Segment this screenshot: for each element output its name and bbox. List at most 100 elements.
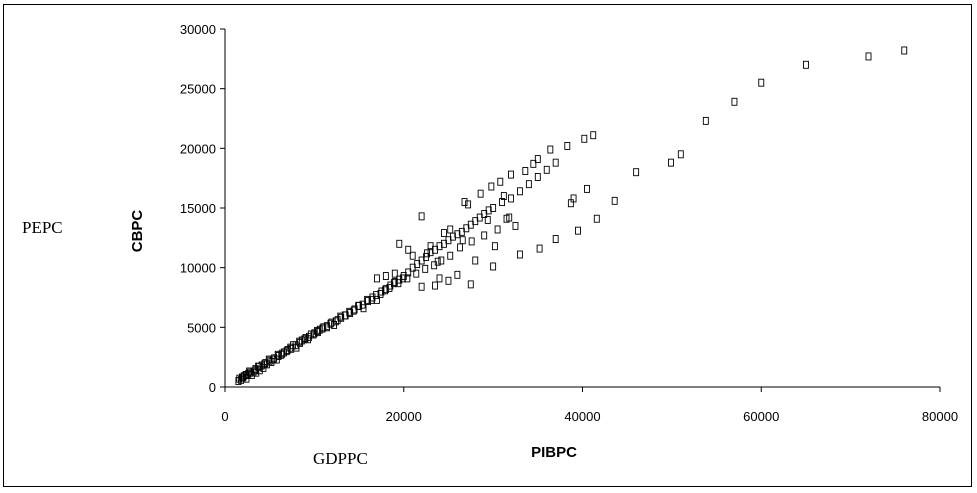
data-point [279,349,286,358]
data-point [320,323,327,332]
data-point [399,274,406,283]
data-point [534,173,541,181]
data-point [332,317,339,326]
y-tick-label: 0 [209,380,216,395]
data-point [447,251,454,260]
data-point [337,312,344,321]
data-point [465,200,472,209]
data-point [274,350,281,359]
data-point [382,272,389,280]
data-point [491,242,498,251]
data-point [506,213,513,222]
data-point [584,184,590,193]
x-tick-label: 80000 [922,409,958,424]
x-axis-title: PIBPC [531,444,577,461]
x-tick-label: 60000 [743,409,779,424]
data-point [256,362,262,371]
data-point [552,158,559,167]
data-point [633,168,640,177]
data-point [516,250,523,259]
data-point [409,251,416,260]
y-tick-label: 15000 [180,201,216,216]
data-point [590,131,597,140]
data-point [436,274,443,283]
data-point [395,279,402,288]
data-point [404,274,411,283]
data-point [468,237,475,246]
data-point [481,231,488,240]
data-point [413,269,420,278]
data-point [477,189,484,198]
data-point [355,301,362,310]
data-point [454,230,461,239]
data-point [499,198,506,206]
scatter-plot: 0 5000 10000 15000 20000 25000 30000 0 20000 400… [129,22,958,461]
data-point [467,280,474,289]
data-point [702,116,709,125]
data-point [865,52,872,61]
data-point [485,206,492,215]
data-point [611,196,618,205]
data-point [422,264,429,273]
data-point [390,279,397,288]
data-point [731,97,738,106]
data-point [373,291,379,300]
data-point [434,257,441,266]
y-tick-label: 5000 [187,320,216,335]
data-point [547,145,554,154]
data-point [405,245,412,254]
data-point [564,141,571,150]
y-axis: 0 5000 10000 15000 20000 25000 30000 [180,22,226,395]
y-tick-label: 10000 [180,261,216,276]
data-point [436,242,443,251]
data-point [265,355,272,364]
data-point [488,182,495,191]
data-point [391,278,398,286]
data-point [581,134,588,143]
data-point [350,306,357,315]
y-tick-label: 30000 [180,22,216,37]
data-point [534,155,541,164]
data-point [508,170,514,179]
x-tick-label: 0 [221,409,228,424]
data-point [536,244,543,253]
y-tick-label: 25000 [180,82,216,97]
data-point [461,198,468,206]
data-point [239,373,245,382]
data-point [373,274,380,283]
data-point [301,335,308,344]
data-point [328,318,335,327]
data-point [901,46,908,55]
data-point [418,212,425,221]
x-tick-label: 20000 [386,409,422,424]
data-point [323,323,330,332]
data-point [494,225,501,234]
y-tick-label: 20000 [180,141,216,156]
data-point [346,307,353,316]
data-point [319,324,326,333]
y-axis-title: CBPC [129,210,146,253]
x-tick-label: 40000 [564,409,600,424]
data-point [445,276,452,285]
data-point [382,286,388,295]
data-point [516,187,523,196]
x-axis: 0 20000 40000 60000 80000 [221,386,958,424]
data-point [396,239,403,248]
data-point [490,204,497,212]
data-point [405,268,412,277]
data-point [454,270,461,279]
data-point [441,229,447,238]
pepc-label: PEPC [22,218,63,237]
data-point [575,226,581,235]
data-point [508,194,514,203]
data-point [459,236,466,245]
data-point [552,235,559,243]
data-point [246,367,253,376]
data-point [270,355,277,364]
chart-frame: 0 5000 10000 15000 20000 25000 30000 0 20000 400… [3,4,972,487]
data-point [543,165,550,174]
data-points [235,46,908,385]
data-point [472,256,479,265]
data-point [530,159,537,168]
data-point [283,347,290,356]
